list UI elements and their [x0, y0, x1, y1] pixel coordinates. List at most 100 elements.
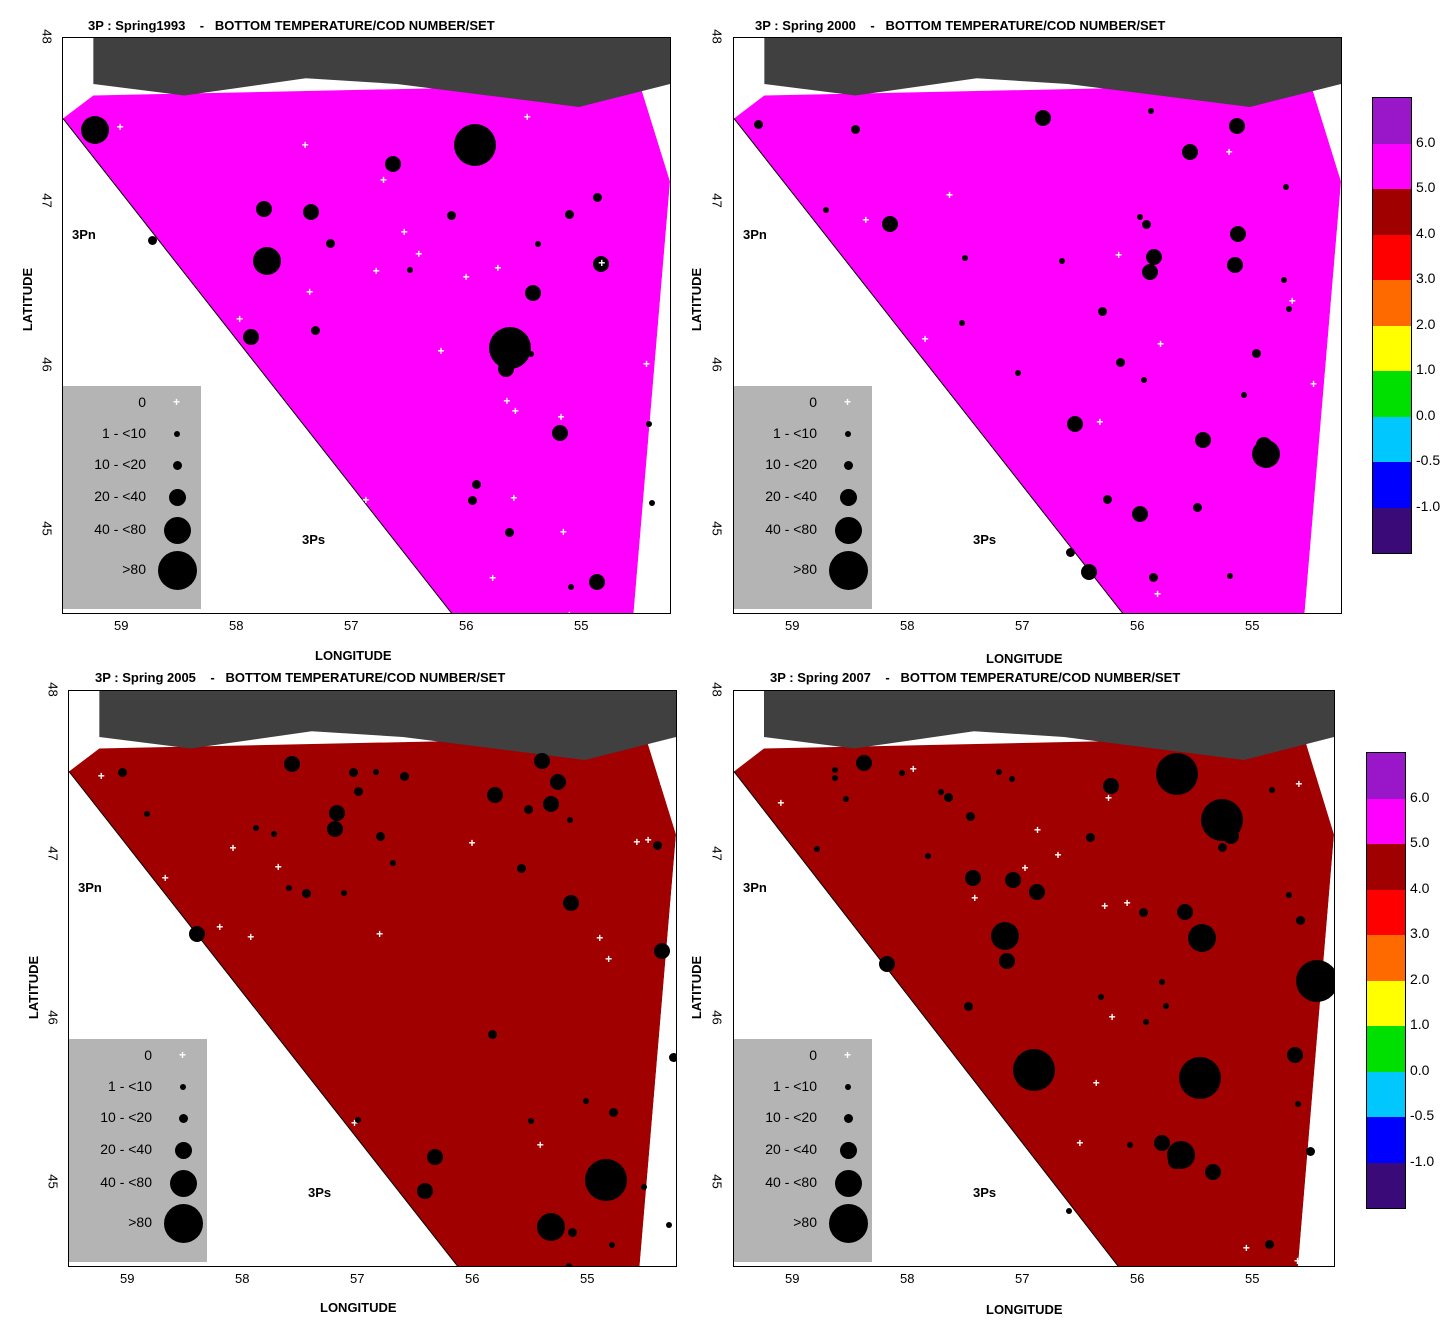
legend-label: 10 - <20 — [94, 456, 146, 472]
cod-catch-marker — [562, 894, 579, 911]
cod-catch-marker — [1008, 776, 1015, 783]
zero-catch-marker: + — [659, 776, 667, 791]
cod-catch-marker — [486, 787, 503, 804]
colorbar-label: -1.0 — [1410, 1152, 1435, 1169]
y-tick-label: 45 — [709, 1174, 725, 1189]
panel-title: 3P : Spring 2007 - BOTTOM TEMPERATURE/CO… — [770, 670, 1181, 685]
cod-catch-marker — [669, 1052, 676, 1062]
colorbar-swatch — [1373, 98, 1411, 144]
legend-label: 0 — [138, 394, 146, 410]
legend-dot-symbol — [163, 516, 191, 544]
cod-catch-marker — [353, 786, 363, 796]
colorbar-swatch — [1367, 844, 1405, 890]
cod-catch-marker — [1286, 891, 1293, 898]
region-label-3pn: 3Pn — [72, 227, 96, 242]
y-tick-label: 48 — [709, 29, 725, 44]
legend-label: 1 - <10 — [108, 1078, 152, 1094]
legend-dot-symbol — [828, 1203, 868, 1243]
y-tick-label: 47 — [39, 193, 55, 208]
colorbar-swatch — [1367, 1026, 1405, 1072]
x-tick-label: 55 — [1245, 618, 1260, 633]
zero-catch-marker: + — [660, 602, 668, 614]
cod-catch-marker — [252, 825, 259, 832]
cod-catch-marker — [653, 942, 670, 959]
cod-catch-marker — [831, 766, 838, 773]
cod-catch-marker — [525, 284, 542, 301]
cod-catch-marker — [1182, 144, 1199, 161]
legend-dot-symbol — [178, 1113, 188, 1123]
colorbar-label: 3.0 — [1410, 925, 1430, 941]
zero-catch-marker: + — [216, 920, 224, 935]
legend-label: 1 - <10 — [773, 1078, 817, 1094]
cod-catch-marker — [1229, 226, 1246, 243]
zero-catch-marker: + — [536, 1138, 544, 1153]
colorbar-swatch — [1367, 889, 1405, 935]
cod-catch-marker — [355, 1116, 362, 1123]
cod-catch-marker — [585, 1158, 628, 1201]
colorbar-swatch — [1367, 1071, 1405, 1117]
outside-survey-area — [639, 834, 676, 1266]
cod-catch-marker — [564, 210, 574, 220]
zero-catch-marker: + — [862, 212, 870, 227]
cod-catch-marker — [1034, 110, 1051, 127]
colorbar-label: -0.5 — [1410, 1107, 1435, 1123]
legend-dot-symbol — [180, 1084, 186, 1090]
legend-dot-symbol — [843, 460, 853, 470]
x-tick-label: 59 — [785, 618, 800, 633]
survey-boundary — [69, 771, 458, 1266]
region-label-3pn: 3Pn — [743, 880, 767, 895]
cod-catch-marker — [1200, 798, 1243, 841]
survey-boundary — [734, 771, 1119, 1266]
zero-catch-marker: + — [566, 609, 573, 613]
legend-label: 40 - <80 — [765, 1174, 817, 1190]
region-label-3ps: 3Ps — [973, 532, 997, 547]
zero-catch-marker: + — [97, 769, 105, 784]
legend-dot-symbol — [169, 1169, 197, 1197]
newfoundland-landmass — [99, 691, 676, 760]
colorbar-swatch — [1373, 280, 1411, 326]
zero-catch-marker: + — [1294, 1253, 1302, 1267]
catch-size-legend: 0 +1 - <10 10 - <20 20 - <40 40 - <80 >80 — [69, 1039, 207, 1262]
zero-catch-marker: + — [510, 491, 518, 506]
zero-catch-marker: + — [971, 891, 979, 906]
legend-dot-symbol — [839, 1141, 857, 1159]
x-tick-label: 56 — [1130, 618, 1145, 633]
legend-dot-symbol — [834, 1169, 862, 1197]
cod-catch-marker — [188, 926, 205, 943]
cod-catch-marker — [754, 120, 764, 130]
panel-title: 3P : Spring 2000 - BOTTOM TEMPERATURE/CO… — [755, 18, 1166, 33]
cod-catch-marker — [1005, 871, 1021, 888]
x-tick-label: 59 — [785, 1271, 800, 1286]
zero-catch-marker: + — [523, 109, 531, 124]
zero-catch-marker: + — [1153, 586, 1161, 601]
zero-catch-marker: + — [372, 264, 380, 279]
legend-dot-symbol — [174, 431, 180, 437]
zero-catch-marker: + — [1076, 1136, 1084, 1151]
zero-catch-marker: + — [644, 832, 652, 847]
cod-catch-marker — [1102, 495, 1112, 505]
cod-catch-marker — [325, 239, 335, 249]
cod-catch-marker — [286, 884, 293, 891]
colorbar-swatch — [1373, 462, 1411, 508]
colorbar-label: 2.0 — [1416, 315, 1436, 332]
cod-catch-marker — [328, 805, 345, 822]
legend-label: 20 - <40 — [100, 1141, 152, 1157]
cod-catch-marker — [1252, 440, 1281, 469]
zero-catch-marker: + — [503, 394, 511, 409]
cod-catch-marker — [589, 573, 606, 590]
cod-catch-marker — [1296, 916, 1306, 926]
zero-catch-marker: + — [306, 284, 314, 299]
cod-catch-marker — [1286, 306, 1293, 313]
zero-catch-marker: + — [605, 951, 613, 966]
x-tick-label: 59 — [114, 618, 129, 633]
colorbar-label: 1.0 — [1410, 1016, 1430, 1032]
region-label-3pn: 3Pn — [743, 227, 767, 242]
legend-dot-symbol — [168, 488, 186, 506]
x-tick-label: 58 — [900, 618, 915, 633]
zero-catch-marker: + — [1115, 247, 1123, 262]
legend-label: 10 - <20 — [765, 456, 817, 472]
y-tick-label: 46 — [709, 1010, 725, 1025]
colorbar-swatch — [1367, 980, 1405, 1026]
zero-catch-marker: + — [350, 1116, 358, 1131]
x-axis-label: LONGITUDE — [986, 1302, 1063, 1317]
